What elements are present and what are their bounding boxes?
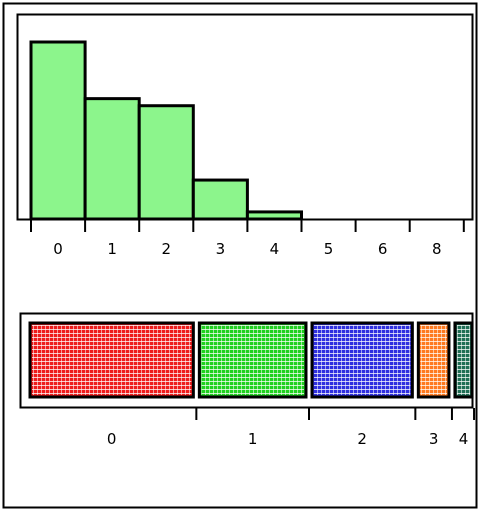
- histogram-tick-label: 1: [107, 240, 117, 258]
- histogram-bar: [245, 210, 303, 221]
- histogram-tick-label: 6: [378, 240, 388, 258]
- stacked-segment-pattern: [314, 325, 411, 395]
- histogram-tick-label: 3: [216, 240, 226, 258]
- stacked-segment-pattern: [420, 325, 447, 395]
- stacked-tick-label: 4: [459, 430, 469, 448]
- histogram-tick-label: 2: [161, 240, 171, 258]
- histogram-bar: [191, 178, 249, 221]
- histogram-tick-label: 8: [432, 240, 442, 258]
- stacked-segment-pattern: [456, 325, 471, 395]
- histogram-tick-label: 0: [53, 240, 63, 258]
- stacked-tick-label: 3: [429, 430, 439, 448]
- stacked-tick-label: 0: [107, 430, 117, 448]
- stacked-segment-pattern: [32, 325, 192, 395]
- stacked-tick-label: 1: [248, 430, 258, 448]
- histogram-bar: [137, 104, 195, 221]
- stacked-tick-label: 2: [357, 430, 367, 448]
- stacked-segment-pattern: [201, 325, 304, 395]
- histogram-tick-label: 5: [324, 240, 334, 258]
- histogram-bar: [29, 40, 87, 221]
- histogram-bar: [83, 97, 141, 221]
- histogram-tick-label: 4: [270, 240, 280, 258]
